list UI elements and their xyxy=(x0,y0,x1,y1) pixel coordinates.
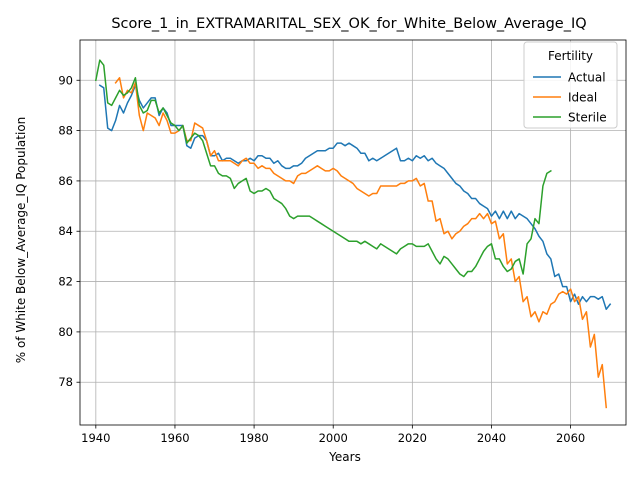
x-tick-label: 1940 xyxy=(81,431,110,445)
y-tick-label: 82 xyxy=(58,275,73,289)
x-tick-label: 2060 xyxy=(556,431,585,445)
x-tick-label: 1960 xyxy=(160,431,189,445)
legend-label-sterile: Sterile xyxy=(568,111,607,125)
y-tick-label: 90 xyxy=(58,73,73,87)
chart-title: Score_1_in_EXTRAMARITAL_SEX_OK_for_White… xyxy=(111,16,586,32)
legend-box xyxy=(523,41,618,129)
y-tick-label: 88 xyxy=(58,124,73,138)
legend: Fertility Actual Ideal Sterile xyxy=(523,41,618,129)
x-tick-label: 1980 xyxy=(239,431,268,445)
y-tick-label: 84 xyxy=(58,224,73,238)
y-tick-label: 80 xyxy=(58,325,73,339)
y-axis-label: % of White Below_Average_IQ Population xyxy=(14,117,28,364)
series-line-ideal xyxy=(114,77,608,409)
x-tick-label: 2020 xyxy=(398,431,427,445)
x-tick-label: 2040 xyxy=(477,431,506,445)
x-tick-label: 2000 xyxy=(319,431,348,445)
series-line-sterile xyxy=(94,59,552,278)
legend-label-actual: Actual xyxy=(568,71,606,85)
legend-title: Fertility xyxy=(548,49,593,63)
y-tick-label: 86 xyxy=(58,174,73,188)
gridlines xyxy=(80,40,626,425)
y-tick-label: 78 xyxy=(58,375,73,389)
legend-label-ideal: Ideal xyxy=(568,91,597,105)
axis-ticks: 1940 1960 1980 2000 2020 2040 2060 78 80 82 84 86 88… xyxy=(58,73,585,445)
series-lines xyxy=(94,59,612,409)
plot-frame xyxy=(79,39,627,426)
x-axis-label: Years xyxy=(328,450,361,464)
